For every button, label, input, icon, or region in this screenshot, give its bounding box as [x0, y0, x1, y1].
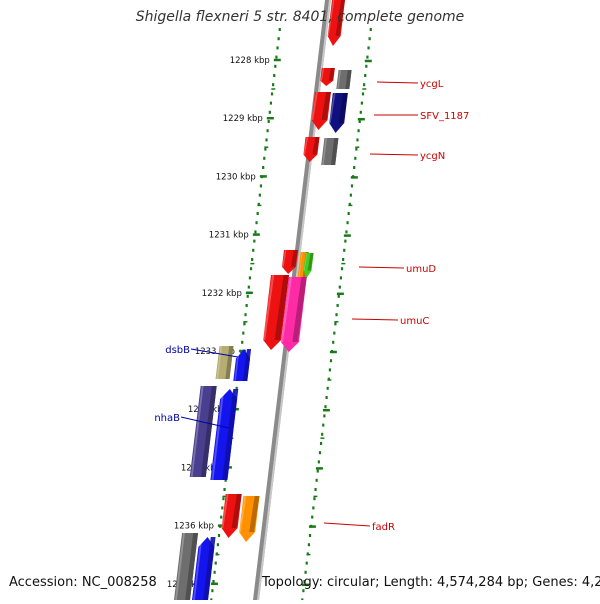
map-title: Shigella flexneri 5 str. 8401, complete …	[135, 9, 465, 25]
kbp-tick-label: 1232 kbp	[202, 289, 242, 299]
gene-feature-green[interactable]	[303, 253, 314, 278]
svg-text:SFV_1187: SFV_1187	[420, 111, 469, 122]
gene-feature-magenta[interactable]	[280, 277, 307, 352]
gene-label-ycgn[interactable]: ycgN	[369, 151, 445, 162]
kbp-tick-label: 1228 kbp	[230, 56, 270, 66]
gene-feature-gray[interactable]	[174, 533, 199, 600]
svg-text:fadR: fadR	[372, 522, 395, 533]
gene-feature-red[interactable]	[221, 494, 242, 538]
topology-text: Topology: circular; Length: 4,574,284 bp…	[262, 575, 600, 590]
gene-feature-purple[interactable]	[189, 386, 217, 477]
gene-label-sfv_1187[interactable]: SFV_1187	[374, 111, 469, 122]
gene-feature-red[interactable]	[327, 0, 345, 46]
accession-text: Accession: NC_008258	[9, 575, 157, 590]
gene-label-nhab[interactable]: nhaB	[154, 413, 230, 429]
gene-feature-red[interactable]	[311, 92, 331, 130]
gene-feature-blue[interactable]	[192, 537, 216, 600]
gene-labels: ycgL SFV_1187 ycgN umuD umuC dsbB nhaB fadR	[154, 79, 469, 533]
gene-feature-orange[interactable]	[238, 496, 260, 542]
gene-feature-blue[interactable]	[210, 389, 239, 480]
gene-feature-gray[interactable]	[336, 70, 352, 89]
gene-label-dsbb[interactable]: dsbB	[165, 345, 239, 358]
svg-text:dsbB: dsbB	[165, 345, 190, 356]
kbp-tick-label: 1233 kbp	[195, 347, 235, 357]
gene-feature-red[interactable]	[281, 250, 298, 274]
gene-feature-gray[interactable]	[321, 138, 339, 165]
gene-feature-blue[interactable]	[233, 349, 252, 381]
gene-label-fadr[interactable]: fadR	[323, 522, 395, 533]
gene-feature-red[interactable]	[263, 275, 289, 350]
gene-feature-navy[interactable]	[329, 93, 348, 133]
gene-label-ycgl[interactable]: ycgL	[376, 79, 444, 90]
svg-text:ycgN: ycgN	[420, 151, 445, 162]
kbp-tick-label: 1231 kbp	[209, 231, 249, 241]
gene-label-umuc[interactable]: umuC	[351, 316, 429, 327]
kbp-tick-label: 1229 kbp	[223, 114, 263, 124]
kbp-tick-label: 1236 kbp	[174, 522, 214, 532]
svg-text:umuD: umuD	[406, 264, 436, 275]
kbp-tick-label: 1230 kbp	[216, 172, 256, 182]
gene-feature-red[interactable]	[303, 137, 320, 162]
svg-text:ycgL: ycgL	[420, 79, 444, 90]
svg-text:nhaB: nhaB	[154, 413, 180, 424]
gene-feature-red[interactable]	[320, 68, 335, 86]
svg-text:umuC: umuC	[400, 316, 429, 327]
gene-features	[174, 0, 352, 600]
gene-label-umud[interactable]: umuD	[358, 264, 436, 275]
